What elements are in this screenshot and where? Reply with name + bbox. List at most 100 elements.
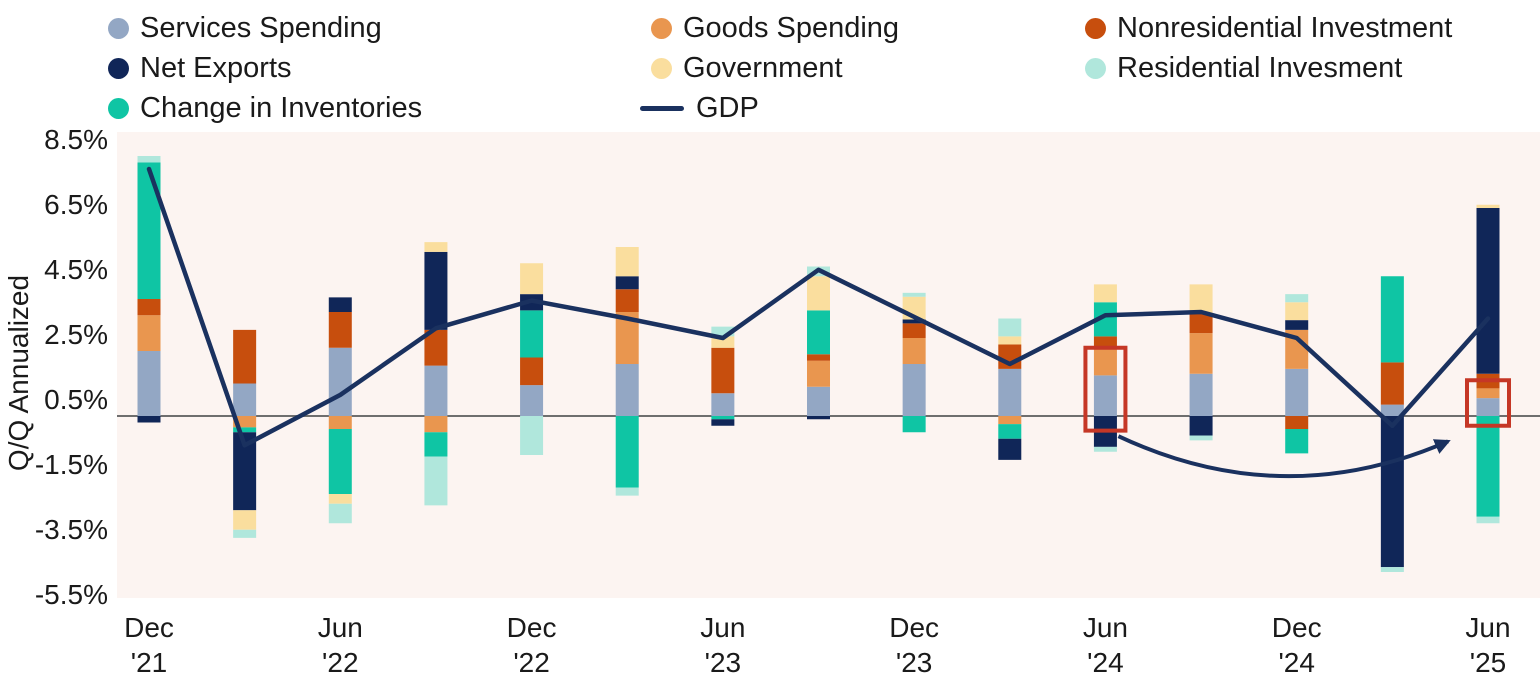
bar-segment-residential [615, 487, 639, 496]
bar-segment-inventories [615, 416, 639, 488]
x-tick-month: Jun [1465, 612, 1511, 643]
bar-segment-nonresidential [807, 354, 831, 361]
services-spending-dot-icon [108, 17, 129, 39]
bar-segment-nonresidential [711, 347, 735, 394]
legend-item-services-spending: Services Spending [108, 13, 382, 43]
bar-segment-inventories [807, 310, 831, 355]
legend-label: Change in Inventories [140, 92, 423, 124]
x-tick-month: Dec [124, 612, 174, 643]
bar-segment-inventories [902, 416, 926, 433]
bar-segment-goods [807, 360, 831, 387]
y-tick-label: 0.5% [44, 383, 108, 415]
bar-segment-residential [1093, 446, 1117, 452]
legend-item-change-in-inventories: Change in Inventories [108, 93, 422, 123]
x-tick-year: '22 [322, 647, 359, 678]
bar-segment-residential [1285, 294, 1309, 303]
bar-segment-government [328, 494, 352, 504]
bar-segment-inventories [998, 424, 1022, 439]
bar-segment-services [1476, 398, 1500, 416]
bar-segment-nonresidential [328, 312, 352, 348]
bar-segment-services [137, 351, 161, 416]
bar-segment-inventories [1093, 302, 1117, 337]
bar-segment-government [233, 510, 257, 530]
x-tick-year: '23 [895, 647, 933, 678]
bar-segment-residential [1476, 516, 1500, 524]
bar-segment-net-exports [807, 416, 831, 420]
bar-segment-nonresidential [137, 299, 161, 316]
bar-segment-goods [1093, 349, 1117, 376]
legend-label: Net Exports [140, 52, 292, 84]
bar-segment-services [1189, 373, 1213, 416]
bar-segment-nonresidential [615, 289, 639, 312]
y-tick-label: -3.5% [34, 513, 108, 545]
bar-segment-nonresidential [1380, 362, 1404, 405]
bar-segment-services [807, 386, 831, 416]
bar-segment-residential [233, 529, 257, 538]
bar-segment-nonresidential [520, 357, 544, 386]
legend-label: Nonresidential Investment [1117, 12, 1453, 44]
bar-segment-residential [137, 156, 161, 163]
x-tick-month: Jun [1082, 612, 1128, 643]
bar-segment-nonresidential [902, 323, 926, 338]
bar-segment-services [233, 383, 257, 416]
goods-spending-dot-icon [651, 17, 672, 39]
annotation-arrow [1117, 434, 1451, 479]
legend-item-nonresidential-investment: Nonresidential Investment [1085, 13, 1452, 43]
nonresidential-investment-dot-icon [1085, 17, 1106, 39]
bar-segment-inventories [424, 432, 448, 457]
x-tick-year: '24 [1087, 647, 1124, 678]
bar-segment-residential [902, 292, 926, 297]
bar-segment-goods [137, 315, 161, 351]
bar-segment-net-exports [1189, 416, 1213, 436]
bar-segment-nonresidential [1285, 416, 1309, 429]
legend-label: GDP [696, 92, 759, 124]
bar-segment-inventories [233, 427, 257, 433]
bar-segment-inventories [328, 429, 352, 494]
x-tick-label-jun-24: Jun '24 [1035, 610, 1175, 680]
net-exports-dot-icon [108, 57, 129, 79]
bar-segment-net-exports [902, 319, 926, 324]
change-in-inventories-dot-icon [108, 97, 129, 119]
bar-segment-government [807, 276, 831, 311]
bar-segment-inventories [137, 162, 161, 299]
bar-segment-inventories [1476, 416, 1500, 517]
bar-segment-net-exports [1476, 208, 1500, 374]
x-tick-label-dec-22: Dec '22 [462, 610, 602, 680]
bar-segment-residential [711, 326, 735, 337]
x-tick-label-jun-22: Jun '22 [270, 610, 410, 680]
bar-segment-government [1189, 284, 1213, 314]
bar-segment-goods [328, 416, 352, 429]
y-tick-label: 2.5% [44, 318, 108, 350]
bar-segment-net-exports [233, 432, 257, 511]
bar-segment-inventories [711, 416, 735, 420]
x-tick-year: '21 [130, 647, 168, 678]
bar-segment-services [1285, 368, 1309, 416]
bar-segment-net-exports [328, 297, 352, 312]
bar-segment-services [902, 364, 926, 416]
highlight-box-jun-25 [1465, 378, 1512, 428]
x-tick-year: '25 [1469, 647, 1507, 678]
x-tick-label-dec-23: Dec '23 [844, 610, 984, 680]
bar-segment-nonresidential [1189, 313, 1213, 334]
y-tick-label: 8.5% [44, 123, 108, 155]
y-tick-label: 6.5% [44, 188, 108, 220]
legend-label: Services Spending [140, 12, 382, 44]
bar-segment-net-exports [137, 416, 161, 423]
x-tick-month: Jun [700, 612, 746, 643]
gdp-line-swatch [640, 105, 684, 111]
y-tick-label: -5.5% [34, 578, 108, 610]
gdp-line [146, 166, 1491, 448]
legend-item-gdp: GDP [640, 93, 759, 123]
bar-segment-inventories [520, 310, 544, 358]
bar-segment-goods [902, 338, 926, 364]
bar-segment-net-exports [615, 276, 639, 290]
bar-segment-residential [520, 416, 544, 455]
legend-label: Government [683, 52, 843, 84]
bar-segment-services [1380, 404, 1404, 416]
bar-segment-residential [1380, 567, 1404, 572]
legend-item-goods-spending: Goods Spending [651, 13, 899, 43]
bar-segment-government [424, 242, 448, 252]
bar-segment-goods [998, 416, 1022, 425]
bar-segment-residential [1189, 435, 1213, 441]
